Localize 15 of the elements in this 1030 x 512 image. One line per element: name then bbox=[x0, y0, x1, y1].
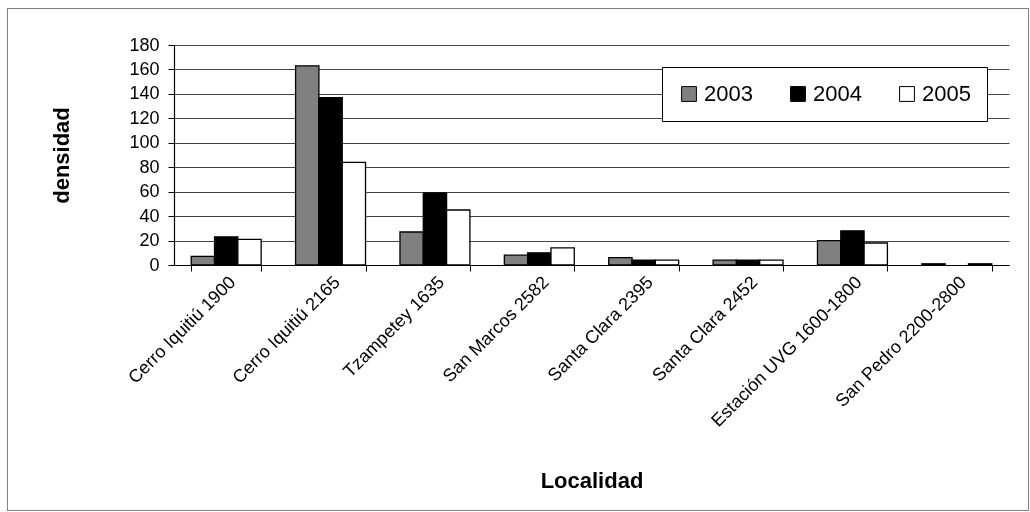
y-tick-label: 100 bbox=[129, 132, 160, 153]
y-tick-label: 80 bbox=[139, 156, 160, 177]
y-tick-label: 20 bbox=[139, 230, 160, 251]
y-tick-label: 160 bbox=[129, 58, 160, 79]
y-tick-label: 140 bbox=[129, 83, 160, 104]
legend-label: 2003 bbox=[704, 81, 753, 106]
y-axis-title: densidad bbox=[49, 107, 75, 204]
y-tick-label: 40 bbox=[139, 205, 160, 226]
y-tick-label: 60 bbox=[139, 181, 160, 202]
y-tick-label: 180 bbox=[129, 34, 160, 55]
legend-label: 2005 bbox=[922, 81, 971, 106]
legend-label: 2004 bbox=[813, 81, 862, 106]
y-tick-label: 120 bbox=[129, 107, 160, 128]
y-tick-label: 0 bbox=[149, 254, 160, 275]
x-axis-title: Localidad bbox=[540, 467, 644, 493]
